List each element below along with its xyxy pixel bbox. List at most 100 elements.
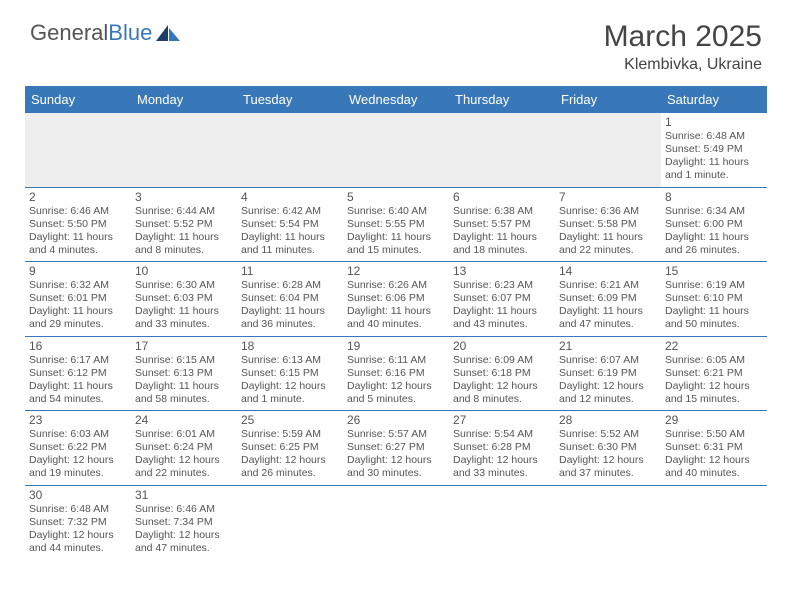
day-number: 8 bbox=[665, 190, 763, 204]
day-number: 18 bbox=[241, 339, 339, 353]
day-number: 29 bbox=[665, 413, 763, 427]
day-info: Sunrise: 6:46 AMSunset: 7:34 PMDaylight:… bbox=[135, 503, 233, 556]
day-number: 20 bbox=[453, 339, 551, 353]
day-number: 30 bbox=[29, 488, 127, 502]
day-cell: 21Sunrise: 6:07 AMSunset: 6:19 PMDayligh… bbox=[555, 337, 661, 411]
day-cell: 11Sunrise: 6:28 AMSunset: 6:04 PMDayligh… bbox=[237, 262, 343, 336]
day-number: 10 bbox=[135, 264, 233, 278]
day-cell: 14Sunrise: 6:21 AMSunset: 6:09 PMDayligh… bbox=[555, 262, 661, 336]
day-cell: 24Sunrise: 6:01 AMSunset: 6:24 PMDayligh… bbox=[131, 411, 237, 485]
empty-cell bbox=[25, 113, 131, 187]
empty-cell bbox=[555, 486, 661, 560]
day-cell: 15Sunrise: 6:19 AMSunset: 6:10 PMDayligh… bbox=[661, 262, 767, 336]
empty-cell bbox=[131, 113, 237, 187]
day-number: 27 bbox=[453, 413, 551, 427]
day-number: 17 bbox=[135, 339, 233, 353]
empty-cell bbox=[661, 486, 767, 560]
day-cell: 8Sunrise: 6:34 AMSunset: 6:00 PMDaylight… bbox=[661, 188, 767, 262]
day-cell: 30Sunrise: 6:48 AMSunset: 7:32 PMDayligh… bbox=[25, 486, 131, 560]
day-cell: 22Sunrise: 6:05 AMSunset: 6:21 PMDayligh… bbox=[661, 337, 767, 411]
calendar-week: 16Sunrise: 6:17 AMSunset: 6:12 PMDayligh… bbox=[25, 337, 767, 412]
title-block: March 2025 Klembivka, Ukraine bbox=[604, 20, 762, 74]
day-number: 14 bbox=[559, 264, 657, 278]
month-title: March 2025 bbox=[604, 20, 762, 54]
day-number: 16 bbox=[29, 339, 127, 353]
day-number: 5 bbox=[347, 190, 445, 204]
day-cell: 23Sunrise: 6:03 AMSunset: 6:22 PMDayligh… bbox=[25, 411, 131, 485]
day-info: Sunrise: 6:26 AMSunset: 6:06 PMDaylight:… bbox=[347, 279, 445, 332]
empty-cell bbox=[449, 486, 555, 560]
day-info: Sunrise: 6:28 AMSunset: 6:04 PMDaylight:… bbox=[241, 279, 339, 332]
day-info: Sunrise: 6:23 AMSunset: 6:07 PMDaylight:… bbox=[453, 279, 551, 332]
day-cell: 10Sunrise: 6:30 AMSunset: 6:03 PMDayligh… bbox=[131, 262, 237, 336]
day-info: Sunrise: 6:15 AMSunset: 6:13 PMDaylight:… bbox=[135, 354, 233, 407]
day-info: Sunrise: 6:46 AMSunset: 5:50 PMDaylight:… bbox=[29, 205, 127, 258]
day-cell: 1Sunrise: 6:48 AMSunset: 5:49 PMDaylight… bbox=[661, 113, 767, 187]
day-cell: 31Sunrise: 6:46 AMSunset: 7:34 PMDayligh… bbox=[131, 486, 237, 560]
calendar-week: 23Sunrise: 6:03 AMSunset: 6:22 PMDayligh… bbox=[25, 411, 767, 486]
day-cell: 2Sunrise: 6:46 AMSunset: 5:50 PMDaylight… bbox=[25, 188, 131, 262]
day-info: Sunrise: 5:50 AMSunset: 6:31 PMDaylight:… bbox=[665, 428, 763, 481]
calendar-week: 1Sunrise: 6:48 AMSunset: 5:49 PMDaylight… bbox=[25, 113, 767, 188]
empty-cell bbox=[343, 486, 449, 560]
day-info: Sunrise: 6:30 AMSunset: 6:03 PMDaylight:… bbox=[135, 279, 233, 332]
day-number: 26 bbox=[347, 413, 445, 427]
calendar: SundayMondayTuesdayWednesdayThursdayFrid… bbox=[25, 86, 767, 559]
day-number: 25 bbox=[241, 413, 339, 427]
brand-text-1: General bbox=[30, 20, 108, 46]
day-number: 9 bbox=[29, 264, 127, 278]
day-info: Sunrise: 6:11 AMSunset: 6:16 PMDaylight:… bbox=[347, 354, 445, 407]
empty-cell bbox=[555, 113, 661, 187]
day-cell: 12Sunrise: 6:26 AMSunset: 6:06 PMDayligh… bbox=[343, 262, 449, 336]
day-info: Sunrise: 6:48 AMSunset: 7:32 PMDaylight:… bbox=[29, 503, 127, 556]
day-info: Sunrise: 6:40 AMSunset: 5:55 PMDaylight:… bbox=[347, 205, 445, 258]
day-info: Sunrise: 6:34 AMSunset: 6:00 PMDaylight:… bbox=[665, 205, 763, 258]
calendar-week: 9Sunrise: 6:32 AMSunset: 6:01 PMDaylight… bbox=[25, 262, 767, 337]
day-number: 6 bbox=[453, 190, 551, 204]
header: GeneralBlue March 2025 Klembivka, Ukrain… bbox=[0, 0, 792, 82]
weekday-label: Sunday bbox=[25, 86, 131, 113]
location-label: Klembivka, Ukraine bbox=[604, 56, 762, 74]
day-info: Sunrise: 5:52 AMSunset: 6:30 PMDaylight:… bbox=[559, 428, 657, 481]
weekday-label: Thursday bbox=[449, 86, 555, 113]
day-info: Sunrise: 6:07 AMSunset: 6:19 PMDaylight:… bbox=[559, 354, 657, 407]
day-info: Sunrise: 6:05 AMSunset: 6:21 PMDaylight:… bbox=[665, 354, 763, 407]
day-number: 12 bbox=[347, 264, 445, 278]
brand-text-2: Blue bbox=[108, 20, 152, 46]
day-number: 19 bbox=[347, 339, 445, 353]
day-number: 3 bbox=[135, 190, 233, 204]
day-cell: 20Sunrise: 6:09 AMSunset: 6:18 PMDayligh… bbox=[449, 337, 555, 411]
day-number: 15 bbox=[665, 264, 763, 278]
day-info: Sunrise: 6:21 AMSunset: 6:09 PMDaylight:… bbox=[559, 279, 657, 332]
day-info: Sunrise: 6:17 AMSunset: 6:12 PMDaylight:… bbox=[29, 354, 127, 407]
day-cell: 13Sunrise: 6:23 AMSunset: 6:07 PMDayligh… bbox=[449, 262, 555, 336]
empty-cell bbox=[449, 113, 555, 187]
day-number: 13 bbox=[453, 264, 551, 278]
day-cell: 25Sunrise: 5:59 AMSunset: 6:25 PMDayligh… bbox=[237, 411, 343, 485]
brand-logo: GeneralBlue bbox=[30, 20, 182, 46]
day-cell: 29Sunrise: 5:50 AMSunset: 6:31 PMDayligh… bbox=[661, 411, 767, 485]
day-info: Sunrise: 6:32 AMSunset: 6:01 PMDaylight:… bbox=[29, 279, 127, 332]
calendar-week: 2Sunrise: 6:46 AMSunset: 5:50 PMDaylight… bbox=[25, 188, 767, 263]
day-info: Sunrise: 6:09 AMSunset: 6:18 PMDaylight:… bbox=[453, 354, 551, 407]
empty-cell bbox=[343, 113, 449, 187]
day-number: 31 bbox=[135, 488, 233, 502]
day-cell: 19Sunrise: 6:11 AMSunset: 6:16 PMDayligh… bbox=[343, 337, 449, 411]
day-cell: 4Sunrise: 6:42 AMSunset: 5:54 PMDaylight… bbox=[237, 188, 343, 262]
day-number: 22 bbox=[665, 339, 763, 353]
day-number: 2 bbox=[29, 190, 127, 204]
day-info: Sunrise: 6:48 AMSunset: 5:49 PMDaylight:… bbox=[665, 130, 763, 183]
day-number: 4 bbox=[241, 190, 339, 204]
day-cell: 18Sunrise: 6:13 AMSunset: 6:15 PMDayligh… bbox=[237, 337, 343, 411]
day-info: Sunrise: 6:44 AMSunset: 5:52 PMDaylight:… bbox=[135, 205, 233, 258]
day-number: 24 bbox=[135, 413, 233, 427]
day-cell: 28Sunrise: 5:52 AMSunset: 6:30 PMDayligh… bbox=[555, 411, 661, 485]
day-cell: 5Sunrise: 6:40 AMSunset: 5:55 PMDaylight… bbox=[343, 188, 449, 262]
day-info: Sunrise: 5:59 AMSunset: 6:25 PMDaylight:… bbox=[241, 428, 339, 481]
day-number: 23 bbox=[29, 413, 127, 427]
day-cell: 17Sunrise: 6:15 AMSunset: 6:13 PMDayligh… bbox=[131, 337, 237, 411]
day-info: Sunrise: 5:54 AMSunset: 6:28 PMDaylight:… bbox=[453, 428, 551, 481]
day-cell: 6Sunrise: 6:38 AMSunset: 5:57 PMDaylight… bbox=[449, 188, 555, 262]
day-number: 28 bbox=[559, 413, 657, 427]
empty-cell bbox=[237, 113, 343, 187]
